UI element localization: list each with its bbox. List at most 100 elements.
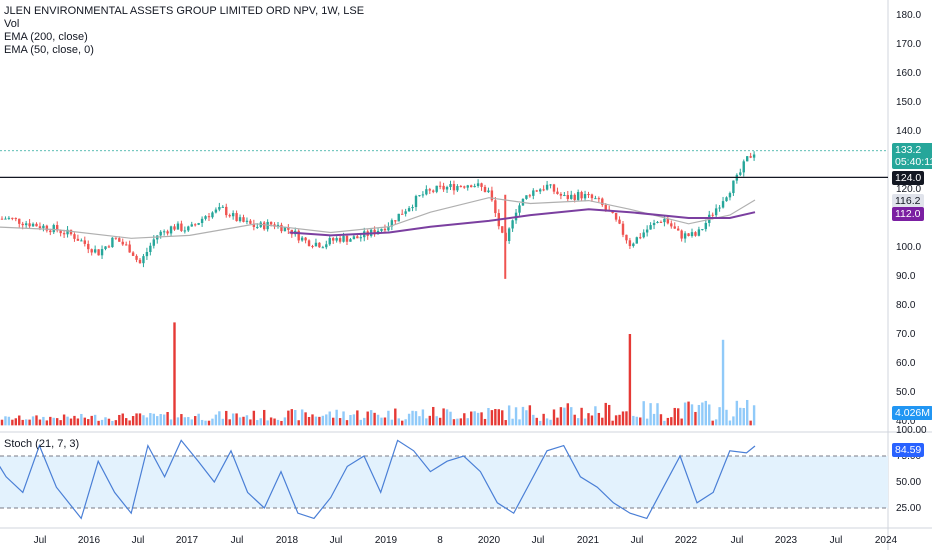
- volume-bar: [200, 419, 204, 426]
- volume-bar: [231, 413, 235, 426]
- volume-bar: [739, 407, 742, 426]
- candle-body: [628, 240, 632, 247]
- volume-bar: [190, 419, 193, 426]
- candle-body: [694, 232, 697, 236]
- volume-bar: [694, 411, 697, 426]
- stoch-tick-label: 25.00: [896, 503, 921, 514]
- candle-body: [287, 226, 290, 230]
- candle-body: [249, 220, 252, 224]
- candle-body: [677, 228, 680, 231]
- time-tick-label: Jul: [132, 535, 145, 546]
- volume-bar: [218, 411, 221, 426]
- candle-body: [425, 189, 428, 195]
- candle-body: [314, 242, 318, 247]
- legend-ema50[interactable]: EMA (50, close, 0): [4, 44, 94, 56]
- time-tick-label: Jul: [830, 535, 843, 546]
- candle-body: [128, 244, 131, 253]
- volume-bar: [663, 420, 666, 426]
- volume-bar: [114, 420, 118, 426]
- candle-body: [752, 154, 756, 158]
- volume-bar: [621, 411, 625, 426]
- candle-body: [590, 194, 594, 199]
- volume-bar: [632, 415, 635, 426]
- candle-body: [397, 213, 400, 222]
- candle-body: [256, 226, 259, 228]
- volume-bar: [511, 418, 514, 426]
- candle-body: [456, 186, 459, 191]
- volume-bar: [580, 407, 583, 426]
- volume-bar: [438, 417, 442, 426]
- volume-bar: [45, 420, 49, 426]
- candle-body: [442, 185, 445, 190]
- price-tick-label: 150.0: [896, 97, 921, 108]
- candle-body: [476, 183, 480, 186]
- candle-body: [218, 207, 221, 210]
- candle-body: [204, 216, 207, 219]
- volume-bar: [539, 420, 542, 426]
- candle-body: [594, 198, 597, 200]
- volume-bar: [180, 414, 183, 426]
- price-tick-label: 50.0: [896, 387, 916, 398]
- ema50-line: [0, 197, 756, 239]
- volume-bar: [742, 407, 745, 426]
- volume-bar: [125, 418, 128, 426]
- candle-body: [473, 185, 476, 188]
- volume-bar: [635, 416, 638, 426]
- candle-body: [680, 230, 683, 239]
- candle-body: [87, 243, 90, 250]
- candle-body: [263, 222, 266, 230]
- candle-body: [618, 219, 621, 224]
- volume-bar: [525, 410, 528, 426]
- candle-body: [749, 156, 752, 158]
- legend-vol[interactable]: Vol: [4, 18, 20, 30]
- candle-body: [511, 220, 514, 229]
- candle-body: [62, 233, 66, 235]
- ema200-badge: 112.0: [892, 207, 924, 221]
- volume-bar: [666, 417, 670, 426]
- volume-bar: [414, 411, 418, 426]
- volume-bar: [683, 402, 687, 426]
- volume-bar: [73, 415, 76, 426]
- time-tick-label: 2019: [375, 535, 398, 546]
- volume-bar: [169, 419, 173, 426]
- volume-bar: [373, 412, 376, 426]
- candle-body: [173, 226, 176, 230]
- candle-body: [411, 207, 414, 209]
- volume-bar: [445, 409, 449, 426]
- candle-body: [552, 184, 556, 192]
- candle-body: [570, 194, 573, 199]
- candle-body: [728, 193, 732, 198]
- candle-body: [432, 190, 435, 192]
- volume-bars: [0, 322, 756, 426]
- candle-body: [135, 255, 138, 260]
- candle-body: [697, 229, 701, 236]
- candle-body: [59, 230, 62, 234]
- volume-bar: [497, 409, 500, 426]
- candle-body: [152, 239, 155, 246]
- candle-body: [31, 223, 35, 227]
- candle-body: [421, 194, 425, 196]
- candle-body: [145, 251, 149, 257]
- candle-body: [235, 213, 238, 222]
- volume-bar: [97, 420, 100, 426]
- candle-body: [711, 214, 714, 216]
- volume-bar: [545, 418, 549, 426]
- candle-body: [11, 217, 14, 219]
- volume-bar: [297, 420, 300, 426]
- ema-lines: [0, 197, 756, 239]
- candle-body: [604, 204, 607, 210]
- volume-bar: [207, 420, 211, 426]
- volume-bar: [618, 414, 621, 426]
- volume-bar: [93, 414, 97, 426]
- candle-body: [601, 198, 604, 205]
- candle-body: [614, 213, 618, 220]
- volume-bar: [273, 418, 276, 426]
- volume-bar: [66, 416, 69, 426]
- volume-bar: [459, 418, 463, 426]
- candle-body: [252, 223, 256, 227]
- legend-stoch[interactable]: Stoch (21, 7, 3): [4, 438, 80, 450]
- volume-bar: [328, 411, 331, 426]
- legend-ema200[interactable]: EMA (200, close): [4, 31, 88, 43]
